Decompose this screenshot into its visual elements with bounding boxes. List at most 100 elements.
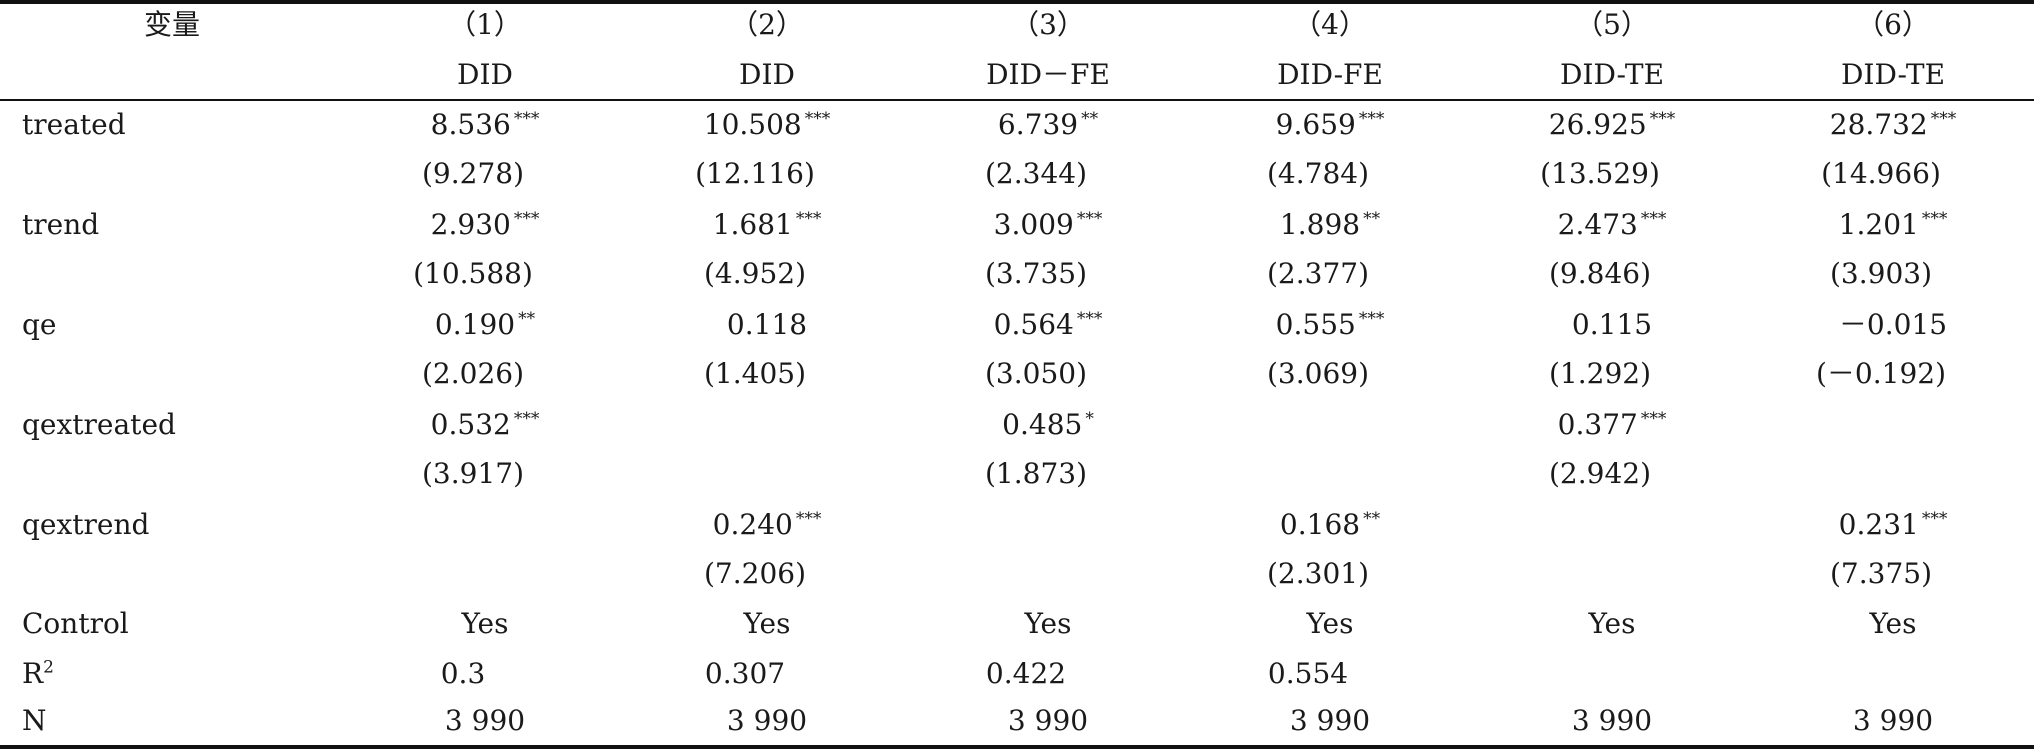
coefficient-cell: 1.898 ** xyxy=(1280,208,1380,242)
t-statistic-cell: (2.942) xyxy=(1548,457,1652,490)
t-statistic-cell: (1.405) xyxy=(703,357,807,390)
t-statistic-cell: (9.846) xyxy=(1548,257,1652,290)
coefficient-cell: 2.930 *** xyxy=(431,208,540,242)
coefficient-value: 0.115 xyxy=(1571,308,1653,341)
column-method-header: DID xyxy=(739,58,795,91)
coefficient-cell: 0.532 *** xyxy=(431,408,540,442)
row-label: qextreated xyxy=(22,408,176,441)
significance-stars: * xyxy=(1085,408,1094,429)
n-cell: 3 990 xyxy=(1852,704,1934,737)
coefficient-value: 1.201 xyxy=(1838,208,1919,241)
r2-cell: 0.307 xyxy=(704,657,786,690)
t-statistic-cell: (9.278) xyxy=(421,157,525,190)
t-statistic-cell: (13.529) xyxy=(1540,157,1660,190)
significance-stars: ** xyxy=(1081,108,1099,129)
t-statistic-cell: (1.873) xyxy=(984,457,1088,490)
significance-stars: *** xyxy=(1076,208,1103,229)
coefficient-value: 1.898 xyxy=(1279,208,1361,241)
coefficient-value: 3.009 xyxy=(993,208,1074,241)
n-cell: 3 990 xyxy=(1289,704,1371,737)
column-method-header: DID－FE xyxy=(986,58,1110,91)
t-statistic-cell: (7.375) xyxy=(1829,557,1933,590)
coefficient-cell: 2.473 *** xyxy=(1558,208,1667,242)
coefficient-cell: 26.925 *** xyxy=(1549,108,1675,142)
t-statistic-cell: (10.588) xyxy=(413,257,533,290)
table-bottom-rule xyxy=(0,745,2034,749)
coefficient-value: －0.015 xyxy=(1838,308,1948,341)
coefficient-value: 0.555 xyxy=(1275,308,1356,341)
control-cell: Yes xyxy=(461,607,509,640)
column-number-header: （5） xyxy=(1575,8,1649,41)
coefficient-value: 8.536 xyxy=(430,108,511,141)
control-cell: Yes xyxy=(1306,607,1354,640)
coefficient-value: 1.681 xyxy=(712,208,793,241)
control-cell: Yes xyxy=(743,607,791,640)
coefficient-cell: 0.231 *** xyxy=(1839,508,1948,542)
coefficient-cell: －0.015 xyxy=(1839,308,1947,342)
significance-stars: *** xyxy=(1358,308,1385,329)
significance-stars: *** xyxy=(1921,508,1948,529)
significance-stars: *** xyxy=(1649,108,1676,129)
coefficient-cell: 0.115 xyxy=(1572,308,1652,342)
significance-stars: ** xyxy=(1363,208,1381,229)
row-label-control: Control xyxy=(22,607,129,640)
row-label: qextrend xyxy=(22,508,150,541)
significance-stars: *** xyxy=(513,408,540,429)
column-number-header: （6） xyxy=(1856,8,1930,41)
t-statistic-cell: (2.301) xyxy=(1266,557,1370,590)
t-statistic-cell: (2.026) xyxy=(421,357,525,390)
t-statistic-cell: (3.917) xyxy=(421,457,525,490)
coefficient-value: 0.532 xyxy=(430,408,511,441)
coefficient-cell: 0.240 *** xyxy=(713,508,822,542)
t-statistic-cell: (3.735) xyxy=(984,257,1088,290)
t-statistic-cell: (－0.192) xyxy=(1815,357,1947,390)
significance-stars: ** xyxy=(518,308,536,329)
control-cell: Yes xyxy=(1024,607,1072,640)
coefficient-cell: 28.732 *** xyxy=(1830,108,1956,142)
coefficient-value: 0.231 xyxy=(1838,508,1919,541)
t-statistic-cell: (3.069) xyxy=(1266,357,1370,390)
control-cell: Yes xyxy=(1588,607,1636,640)
row-label: trend xyxy=(22,208,100,241)
coefficient-cell: 1.681 *** xyxy=(713,208,822,242)
coefficient-value: 0.485 xyxy=(1002,408,1083,441)
coefficient-cell: 0.118 xyxy=(727,308,807,342)
t-statistic-cell: (3.903) xyxy=(1829,257,1933,290)
coefficient-value: 26.925 xyxy=(1548,108,1647,141)
significance-stars: *** xyxy=(513,108,540,129)
significance-stars: *** xyxy=(1358,108,1385,129)
t-statistic-cell: (7.206) xyxy=(703,557,807,590)
significance-stars: *** xyxy=(804,108,831,129)
significance-stars: *** xyxy=(1930,108,1957,129)
coefficient-cell: 6.739 ** xyxy=(998,108,1098,142)
coefficient-value: 2.930 xyxy=(430,208,511,241)
coefficient-cell: 1.201 *** xyxy=(1839,208,1948,242)
row-label: qe xyxy=(22,308,57,341)
t-statistic-cell: (1.292) xyxy=(1548,357,1652,390)
coefficient-cell: 0.168 ** xyxy=(1280,508,1380,542)
t-statistic-cell: (4.784) xyxy=(1266,157,1370,190)
column-method-header: DID xyxy=(457,58,513,91)
n-cell: 3 990 xyxy=(1007,704,1089,737)
coefficient-cell: 3.009 *** xyxy=(994,208,1103,242)
row-label-r2: R2 xyxy=(22,657,54,691)
coefficient-cell: 0.485 * xyxy=(1002,408,1094,442)
significance-stars: *** xyxy=(795,208,822,229)
coefficient-value: 6.739 xyxy=(997,108,1079,141)
significance-stars: *** xyxy=(1640,408,1667,429)
t-statistic-cell: (14.966) xyxy=(1821,157,1941,190)
coefficient-value: 2.473 xyxy=(1557,208,1638,241)
coefficient-cell: 9.659 *** xyxy=(1276,108,1385,142)
significance-stars: *** xyxy=(1640,208,1667,229)
coefficient-cell: 0.564 *** xyxy=(994,308,1103,342)
coefficient-cell: 0.190 ** xyxy=(435,308,535,342)
n-cell: 3 990 xyxy=(726,704,808,737)
t-statistic-cell: (2.344) xyxy=(984,157,1088,190)
significance-stars: *** xyxy=(795,508,822,529)
n-cell: 3 990 xyxy=(1571,704,1653,737)
coefficient-cell: 10.508 *** xyxy=(704,108,830,142)
t-statistic-cell: (12.116) xyxy=(695,157,815,190)
coefficient-value: 9.659 xyxy=(1275,108,1356,141)
coefficient-cell: 0.377 *** xyxy=(1558,408,1667,442)
r2-cell: 0.554 xyxy=(1267,657,1349,690)
